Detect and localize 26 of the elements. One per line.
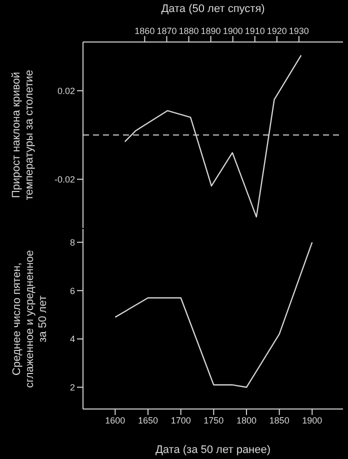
x-tick-label: 1850: [269, 415, 290, 426]
x-tick-label: 1920: [266, 26, 287, 36]
x-tick-label: 1860: [134, 26, 155, 36]
y-axis-title: Среднее число пятен, сглаженное и усредненное за 50 лет: [11, 250, 49, 388]
x-tick-label: 1910: [244, 26, 265, 36]
x-tick-label: 1870: [156, 26, 177, 36]
y-tick-label: -0.02: [54, 174, 75, 184]
x-tick-label: 1750: [204, 415, 224, 426]
x-axis-title: Дата (50 лет спустя): [161, 2, 265, 15]
x-axis-title: Дата (за 50 лет ранее): [155, 444, 271, 456]
x-tick-label: 1930: [288, 26, 309, 36]
y-tick-label: 6: [70, 286, 75, 296]
x-tick-label: 1650: [138, 415, 158, 426]
x-tick-label: 1880: [178, 26, 199, 36]
x-tick-label: 1900: [222, 26, 243, 36]
x-tick-label: 1700: [170, 415, 191, 426]
y-tick-label: 4: [70, 334, 75, 344]
x-tick-label: 1600: [105, 415, 126, 426]
x-tick-label: 1890: [200, 26, 221, 36]
y-tick-label: 0.02: [57, 86, 75, 96]
y-tick-label: 8: [70, 237, 75, 248]
line-series: [114, 242, 313, 388]
y-axis-title: Прирост наклона кривой температуры за столетие: [10, 70, 36, 200]
x-tick-label: 1900: [302, 415, 322, 426]
x-tick-label: 1800: [236, 415, 256, 426]
y-tick-label: 2: [70, 382, 75, 392]
